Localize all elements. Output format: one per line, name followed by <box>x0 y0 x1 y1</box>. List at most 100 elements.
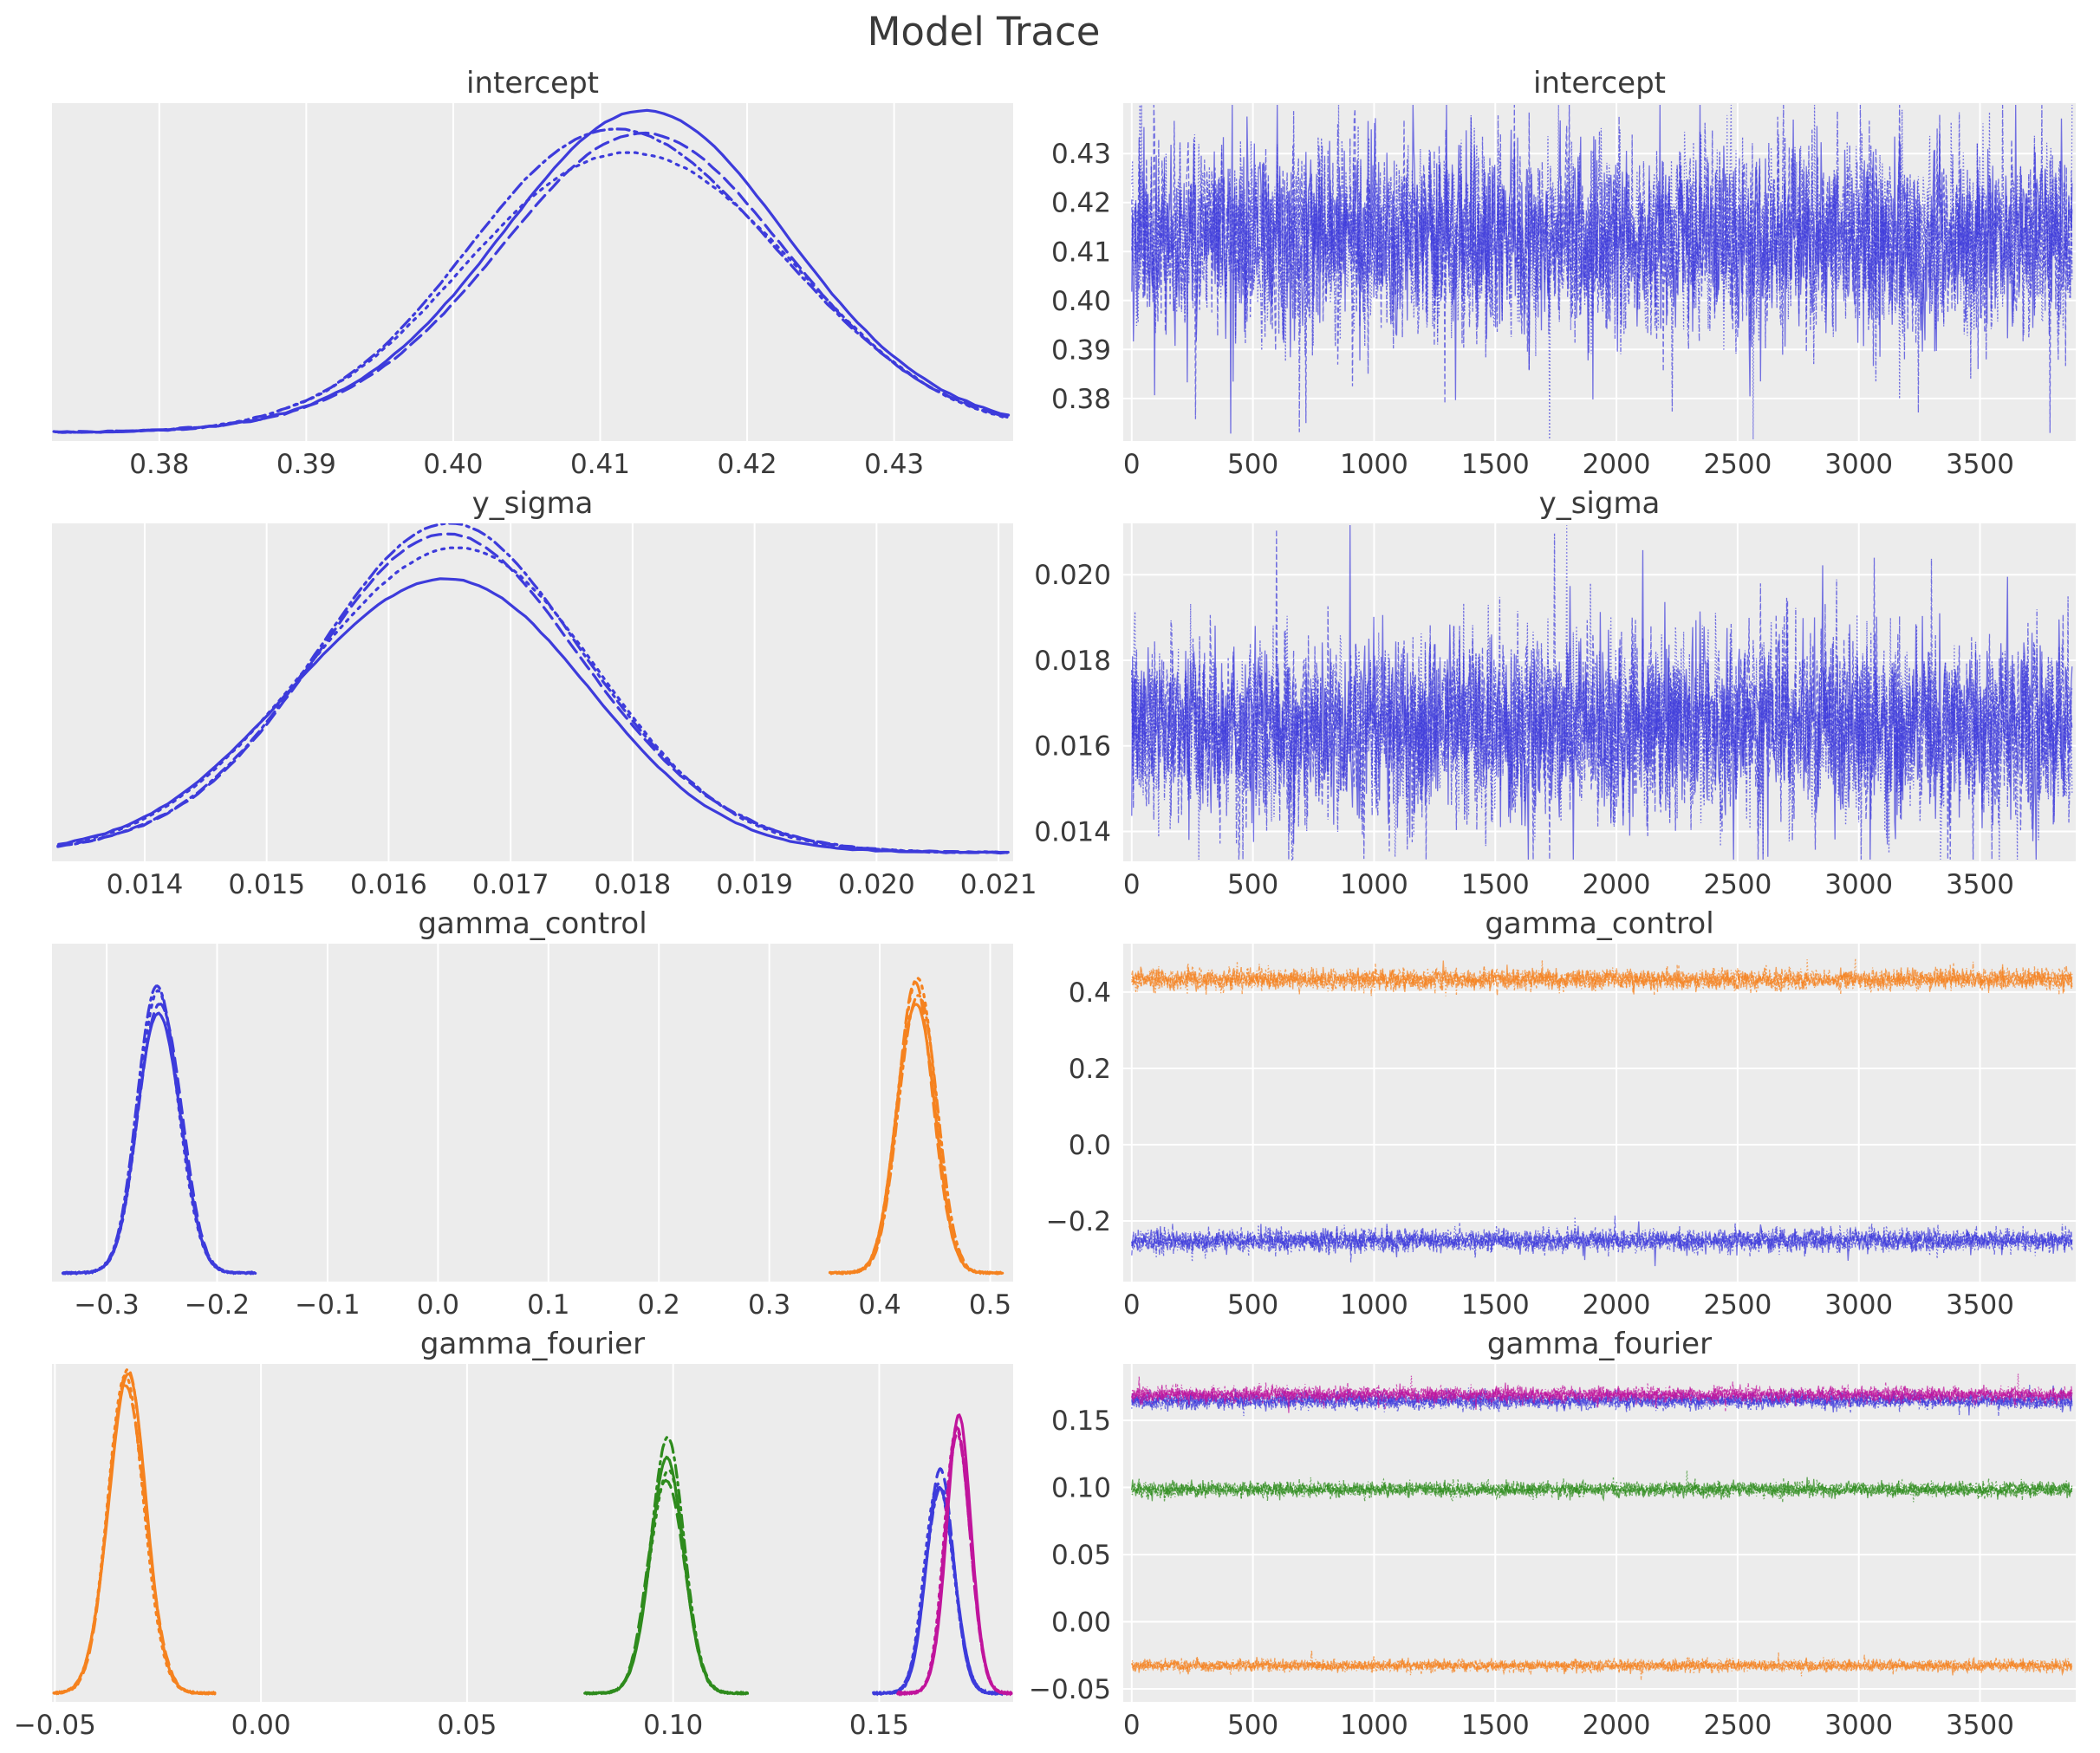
gamma-fourier-kde-plot: −0.05 0.00 0.05 0.10 0.15 <box>14 1364 1013 1741</box>
x-tick-label: 0.00 <box>231 1710 291 1741</box>
x-tick-label: 3000 <box>1824 449 1893 480</box>
trace-line <box>1131 104 2073 440</box>
x-tick-label: 1500 <box>1461 1289 1530 1321</box>
x-tick-label: 3000 <box>1824 1710 1893 1741</box>
x-tick-label: 0.42 <box>718 449 777 480</box>
x-tick-label: 3000 <box>1824 869 1893 900</box>
x-tick-label: 3500 <box>1946 869 2014 900</box>
y-tick-label: 0.10 <box>1051 1473 1111 1504</box>
x-tick-label: 0.0 <box>417 1289 459 1321</box>
trace-line <box>1131 958 2073 997</box>
subplot-y-sigma-kde: 0.014 0.015 0.016 0.017 0.018 0.019 0.020 0.021 <box>0 523 1065 909</box>
x-tick-label: 1000 <box>1340 449 1408 480</box>
x-tick-label: 3500 <box>1946 449 2014 480</box>
x-tick-label: 500 <box>1227 449 1278 480</box>
gamma-control-kde-plot: −0.3 −0.2 −0.1 0.0 0.1 0.2 0.3 0.4 0.5 <box>52 944 1013 1321</box>
x-tick-label: 1000 <box>1340 869 1408 900</box>
subplot-title-y-sigma-trace: y_sigma <box>1538 486 1661 521</box>
x-tick-label: 0.3 <box>748 1289 790 1321</box>
subplot-title-gamma-control-trace: gamma_control <box>1485 906 1714 941</box>
y-tick-label: 0.016 <box>1034 731 1111 763</box>
x-tick-label: −0.05 <box>14 1710 96 1741</box>
y-tick-label: −0.05 <box>1029 1674 1111 1705</box>
x-tick-label: 0.10 <box>643 1710 703 1741</box>
trace-line <box>1131 1656 2073 1677</box>
trace-line <box>1131 960 2073 997</box>
x-tick-label: 0 <box>1123 1710 1141 1741</box>
y-tick-label: 0.38 <box>1051 384 1111 415</box>
x-tick-label: 0.4 <box>858 1289 900 1321</box>
kde-curve <box>896 1427 1012 1698</box>
x-tick-label: 0.019 <box>716 869 793 900</box>
x-tick-label: 0.016 <box>350 869 427 900</box>
x-tick-label: 1500 <box>1461 869 1530 900</box>
x-tick-label: 0.43 <box>864 449 924 480</box>
y-tick-label: 0.05 <box>1051 1540 1111 1571</box>
trace-line <box>1131 1217 2073 1263</box>
trace-line <box>1131 1376 2073 1412</box>
x-tick-label: 2500 <box>1703 869 1772 900</box>
intercept-trace-plot: 0.38 0.39 0.40 0.41 0.42 0.43 0 500 1000 1500 2000… <box>1051 103 2076 480</box>
x-tick-label: 0.41 <box>570 449 630 480</box>
x-tick-label: 0.05 <box>437 1710 497 1741</box>
y-tick-label: 0.0 <box>1069 1130 1111 1161</box>
x-tick-label: 3500 <box>1946 1710 2014 1741</box>
subplot-title-intercept-kde: intercept <box>466 66 599 101</box>
subplot-title-gamma-control-kde: gamma_control <box>418 906 647 941</box>
subplot-title-intercept-trace: intercept <box>1533 66 1666 101</box>
kde-curve <box>59 546 1011 854</box>
x-tick-label: 2000 <box>1583 1289 1651 1321</box>
x-tick-label: 1500 <box>1461 1710 1530 1741</box>
subplot-title-y-sigma-kde: y_sigma <box>471 486 594 521</box>
y-tick-label: −0.2 <box>1046 1206 1111 1237</box>
y-sigma-kde-plot: 0.014 0.015 0.016 0.017 0.018 0.019 0.020 0.021 <box>52 523 1037 900</box>
subplot-y-sigma-trace: 0.014 0.016 0.018 0.020 0 500 1000 1500 2000 2500… <box>1028 523 2100 909</box>
gamma-control-trace-plot: 0.4 0.2 0.0 −0.2 0 500 1000 1500 2000 2500 3000 350… <box>1046 944 2076 1321</box>
x-tick-label: 2500 <box>1703 449 1772 480</box>
kde-curve <box>53 1374 216 1696</box>
x-tick-label: 2000 <box>1583 1710 1651 1741</box>
x-tick-label: 0.5 <box>969 1289 1011 1321</box>
x-tick-label: 1000 <box>1340 1289 1408 1321</box>
x-tick-label: 3500 <box>1946 1289 2014 1321</box>
x-tick-label: 500 <box>1227 869 1278 900</box>
x-tick-label: 0.15 <box>849 1710 909 1741</box>
kde-curve <box>829 976 1003 1276</box>
kde-curve <box>62 989 256 1276</box>
trace-line <box>1131 533 2073 861</box>
gamma-fourier-trace-plot: 0.15 0.10 0.05 0.00 −0.05 0 500 1000 1500 2000 250… <box>1029 1364 2076 1741</box>
trace-line <box>1131 1222 2073 1258</box>
x-tick-label: 0 <box>1123 869 1141 900</box>
y-tick-label: 0.42 <box>1051 188 1111 219</box>
trace-line <box>1131 1656 2073 1677</box>
trace-line <box>1131 1477 2073 1502</box>
subplot-title-gamma-fourier-trace: gamma_fourier <box>1486 1327 1713 1361</box>
x-tick-label: −0.3 <box>74 1289 139 1321</box>
x-tick-label: 500 <box>1227 1289 1278 1321</box>
x-tick-label: 500 <box>1227 1710 1278 1741</box>
x-tick-label: 0.014 <box>107 869 184 900</box>
intercept-kde-plot: 0.38 0.39 0.40 0.41 0.42 0.43 <box>52 103 1013 480</box>
x-tick-label: 0.2 <box>638 1289 680 1321</box>
y-tick-label: 0.018 <box>1034 646 1111 677</box>
x-tick-label: 2000 <box>1583 449 1651 480</box>
x-tick-label: 0.015 <box>228 869 305 900</box>
subplot-gamma-fourier-kde: −0.05 0.00 0.05 0.10 0.15 <box>0 1364 1065 1750</box>
x-tick-label: 0.021 <box>960 869 1037 900</box>
y-tick-label: 0.2 <box>1069 1054 1111 1085</box>
x-tick-label: 0.020 <box>838 869 915 900</box>
subplot-gamma-control-kde: −0.3 −0.2 −0.1 0.0 0.1 0.2 0.3 0.4 0.5 <box>0 944 1065 1329</box>
x-tick-label: 0.1 <box>527 1289 569 1321</box>
kde-curve <box>872 1482 1006 1697</box>
x-tick-label: 0.39 <box>276 449 336 480</box>
x-tick-label: 0.40 <box>423 449 483 480</box>
kde-curve <box>57 577 1010 855</box>
x-tick-label: 1500 <box>1461 449 1530 480</box>
y-tick-label: 0.43 <box>1051 139 1111 170</box>
kde-curve <box>584 1436 750 1696</box>
subplot-gamma-fourier-trace: 0.15 0.10 0.05 0.00 −0.05 0 500 1000 1500 2000 250… <box>1028 1364 2100 1750</box>
y-sigma-trace-plot: 0.014 0.016 0.018 0.020 0 500 1000 1500 2000 2500… <box>1034 523 2076 900</box>
subplot-title-gamma-fourier-kde: gamma_fourier <box>419 1327 646 1361</box>
y-tick-label: 0.014 <box>1034 816 1111 847</box>
